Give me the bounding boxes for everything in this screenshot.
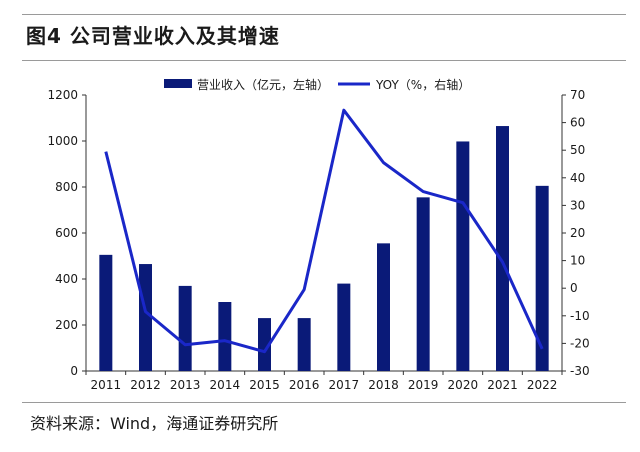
legend: 营业收入（亿元，左轴） YOY（%，右轴） (164, 77, 470, 92)
revenue-bar (258, 318, 271, 371)
right-tick-label: 20 (570, 226, 585, 240)
right-tick-label: -20 (570, 336, 590, 350)
revenue-bar (456, 141, 470, 371)
right-tick-label: 50 (570, 143, 585, 157)
x-tick-label: 2016 (289, 378, 320, 392)
revenue-bar (416, 197, 430, 371)
legend-line-label: YOY（%，右轴） (375, 77, 470, 92)
bottom-rule (22, 402, 626, 403)
left-tick-label: 1200 (47, 88, 78, 102)
left-tick-label: 1000 (47, 134, 78, 148)
bar-series (99, 126, 549, 371)
figure-title: 图4 公司营业收入及其增速 (26, 24, 280, 48)
x-tick-label: 2015 (249, 378, 280, 392)
right-tick-label: 40 (570, 171, 585, 185)
x-tick-label: 2020 (448, 378, 479, 392)
right-tick-label: 10 (570, 254, 585, 268)
axes: 0 200 400 600 800 1000 1200 -30 -20 -10 0 10 20 30 40 5… (47, 88, 589, 392)
revenue-bar (297, 318, 311, 371)
right-tick-label: -30 (570, 364, 590, 378)
legend-bar-label: 营业收入（亿元，左轴） (197, 77, 329, 92)
x-tick-label: 2022 (527, 378, 558, 392)
x-tick-label: 2021 (487, 378, 518, 392)
x-tick-label: 2019 (408, 378, 439, 392)
right-tick-label: -10 (570, 309, 590, 323)
right-tick-label: 0 (570, 281, 578, 295)
revenue-bar (218, 302, 232, 371)
x-tick-label: 2014 (210, 378, 241, 392)
revenue-bar (377, 243, 390, 371)
yoy-line (104, 108, 544, 354)
revenue-bar (496, 126, 509, 371)
revenue-bar (535, 185, 549, 371)
left-tick-label: 0 (70, 364, 78, 378)
legend-bar-swatch (164, 79, 192, 88)
revenue-bar (337, 283, 351, 371)
left-tick-label: 800 (55, 180, 78, 194)
x-tick-label: 2017 (329, 378, 360, 392)
revenue-bar (178, 285, 192, 371)
left-tick-label: 200 (55, 318, 78, 332)
x-tick-label: 2013 (170, 378, 201, 392)
right-tick-label: 60 (570, 116, 585, 130)
line-series (104, 108, 544, 354)
right-tick-label: 30 (570, 198, 585, 212)
x-tick-label: 2011 (91, 378, 122, 392)
title-rule (22, 60, 626, 61)
x-tick-label: 2012 (130, 378, 161, 392)
revenue-bar (139, 264, 152, 371)
right-tick-label: 70 (570, 88, 585, 102)
top-rule (22, 14, 626, 15)
left-tick-label: 400 (55, 272, 78, 286)
x-tick-label: 2018 (368, 378, 399, 392)
source-note: 资料来源：Wind，海通证券研究所 (30, 414, 279, 433)
revenue-bar (99, 254, 113, 371)
left-tick-label: 600 (55, 226, 78, 240)
